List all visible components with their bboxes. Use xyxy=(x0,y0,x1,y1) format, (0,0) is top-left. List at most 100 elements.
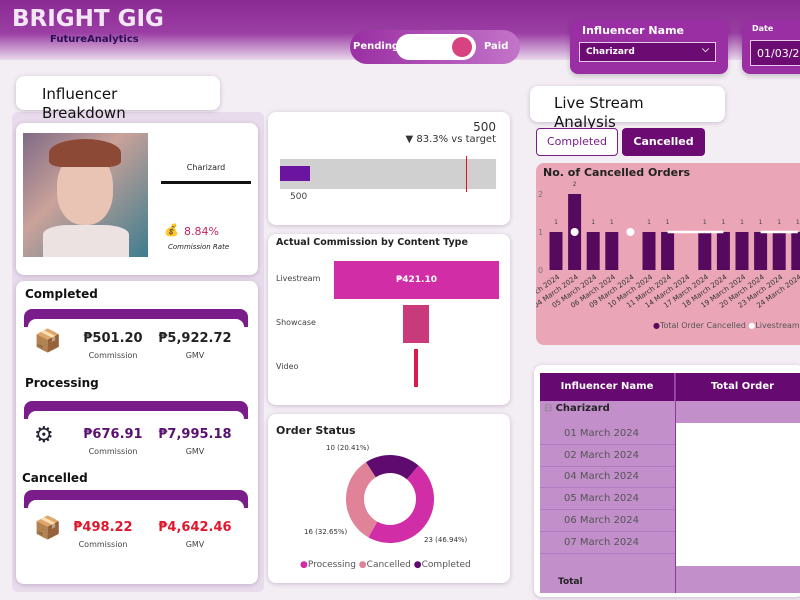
bar-data-label: 1 xyxy=(591,219,595,226)
chart-title: Actual Commission by Content Type xyxy=(276,237,468,248)
gauge-value: 500 xyxy=(473,120,496,134)
bar-data-label: 1 xyxy=(554,219,558,226)
table-row[interactable]: 06 March 2024 xyxy=(540,510,675,532)
commission-rate: 8.84% xyxy=(184,225,219,238)
bar-data-label: 2 xyxy=(573,181,577,188)
category-label: Showcase xyxy=(276,318,316,327)
table-values-area xyxy=(676,423,800,566)
bar-cancelled[interactable] xyxy=(549,232,563,270)
table-row[interactable]: 02 March 2024 xyxy=(540,445,675,467)
bar-data-label: 1 xyxy=(796,219,800,226)
bar-cancelled[interactable] xyxy=(772,232,786,270)
table-group-row[interactable]: ⊟ Charizard xyxy=(544,403,610,414)
table-row[interactable]: 01 March 2024 xyxy=(540,423,675,445)
gauge-card: 500 ▼ 83.3% vs target 500 xyxy=(268,112,510,225)
chart-title: No. of Cancelled Orders xyxy=(543,166,691,179)
legend-total-cancelled: Total Order Cancelled xyxy=(659,321,746,330)
processing-commission: ₱676.91 xyxy=(83,427,143,442)
bar-showcase[interactable] xyxy=(403,305,429,343)
bar-livestream[interactable]: ₱421.10 xyxy=(334,261,499,299)
chart-title: Order Status xyxy=(276,424,356,437)
sublogo: FutureAnalytics xyxy=(50,34,139,45)
y-tick-label: 0 xyxy=(538,266,543,275)
gmv-caption: GMV xyxy=(185,351,205,360)
livestream-point[interactable] xyxy=(626,228,635,236)
y-tick-label: 1 xyxy=(538,228,543,237)
bar-cancelled[interactable] xyxy=(716,232,730,270)
divider xyxy=(161,181,251,184)
toggle-paid-label: Paid xyxy=(484,41,509,52)
collapse-icon[interactable]: ⊟ xyxy=(544,403,556,414)
processing-label: Processing xyxy=(25,376,99,390)
influencer-dropdown[interactable]: Charizard ⌵ xyxy=(579,42,716,62)
pending-paid-toggle[interactable]: Pending Paid xyxy=(350,30,520,64)
status-summary-card: Completed 📦 ₱501.20 Commission ₱5,922.72… xyxy=(16,281,258,584)
commission-caption: Commission xyxy=(88,447,138,456)
cancelled-commission: ₱498.22 xyxy=(73,520,133,535)
donut-legend: ●Processing ●Cancelled ●Completed xyxy=(300,560,471,570)
processing-card: ⚙ ₱676.91 Commission ₱7,995.18 GMV xyxy=(24,401,248,463)
bar-cancelled[interactable] xyxy=(735,232,749,270)
bar-data-label: 1 xyxy=(721,219,725,226)
tab-cancelled[interactable]: Cancelled xyxy=(622,128,705,156)
toggle-knob[interactable] xyxy=(452,37,472,57)
logo: BRIGHT GIG xyxy=(12,6,164,32)
data-label: ₱421.10 xyxy=(396,275,437,285)
influencer-slicer: Influencer Name Charizard ⌵ xyxy=(570,20,728,74)
completed-label: Completed xyxy=(25,287,98,301)
tab-completed[interactable]: Completed xyxy=(536,128,618,156)
influencer-name: Charizard xyxy=(186,163,226,172)
chevron-down-icon: ⌵ xyxy=(702,45,709,55)
toggle-track[interactable] xyxy=(396,34,476,60)
table-row[interactable]: 05 March 2024 xyxy=(540,488,675,511)
orders-table-card: Influencer Name Total Order ⊟ Charizard … xyxy=(534,365,800,597)
processing-gmv: ₱7,995.18 xyxy=(158,427,232,442)
cancelled-gmv: ₱4,642.46 xyxy=(158,520,232,535)
bar-data-label: 1 xyxy=(666,219,670,226)
bar-cancelled[interactable] xyxy=(586,232,600,270)
gauge-bar-label: 500 xyxy=(290,192,308,202)
completed-commission: ₱501.20 xyxy=(83,331,143,346)
donut-slice-processing[interactable] xyxy=(368,465,434,543)
delivery-person-icon: 📦 xyxy=(34,329,62,354)
date-slicer: Date 01/03/20 xyxy=(742,20,800,74)
column-header-total-order[interactable]: Total Order xyxy=(675,373,800,401)
bar-cancelled[interactable] xyxy=(754,232,768,270)
bar-cancelled[interactable] xyxy=(791,232,800,270)
date-input[interactable]: 01/03/20 xyxy=(750,40,800,66)
bar-cancelled[interactable] xyxy=(642,232,656,270)
category-label: Video xyxy=(276,362,299,371)
bar-data-label: 1 xyxy=(703,219,707,226)
profile-card: Charizard 💰 8.84% Commission Rate xyxy=(16,123,258,275)
table-row[interactable]: 04 March 2024 xyxy=(540,466,675,489)
legend-completed: Completed xyxy=(421,560,471,570)
table-row[interactable]: 07 March 2024 xyxy=(540,532,675,554)
date-label: Date xyxy=(752,24,774,33)
legend-processing: Processing xyxy=(307,560,356,570)
gmv-caption: GMV xyxy=(185,540,205,549)
bar-video[interactable] xyxy=(414,349,418,387)
completed-card: 📦 ₱501.20 Commission ₱5,922.72 GMV xyxy=(24,309,248,371)
group-name: Charizard xyxy=(555,403,610,414)
commission-by-content-card: Actual Commission by Content Type Livest… xyxy=(268,234,510,405)
cancelled-delivery-icon: 📦 xyxy=(34,516,62,541)
cancelled-label: Cancelled xyxy=(22,471,88,485)
bar-cancelled[interactable] xyxy=(605,232,619,270)
influencer-photo xyxy=(23,133,148,257)
bar-data-label: 1 xyxy=(740,219,744,226)
cancelled-card: 📦 ₱498.22 Commission ₱4,642.46 GMV xyxy=(24,490,248,552)
column-header-influencer[interactable]: Influencer Name xyxy=(540,373,675,401)
donut-slice-completed[interactable] xyxy=(365,455,419,480)
toggle-pending-label: Pending xyxy=(353,41,400,52)
commission-caption: Commission xyxy=(88,351,138,360)
donut-slice-cancelled[interactable] xyxy=(346,462,378,538)
completed-gmv: ₱5,922.72 xyxy=(158,331,232,346)
bar-cancelled[interactable] xyxy=(661,232,675,270)
gmv-caption: GMV xyxy=(185,447,205,456)
bar-cancelled[interactable] xyxy=(698,232,712,270)
slicer-label: Influencer Name xyxy=(582,24,684,37)
table-total-row: Total xyxy=(558,577,583,587)
livestream-point[interactable] xyxy=(570,228,579,236)
cancelled-orders-card: No. of Cancelled Orders 012101 March 202… xyxy=(536,163,800,345)
live-stream-title-card: Live Stream Analysis xyxy=(530,86,725,131)
